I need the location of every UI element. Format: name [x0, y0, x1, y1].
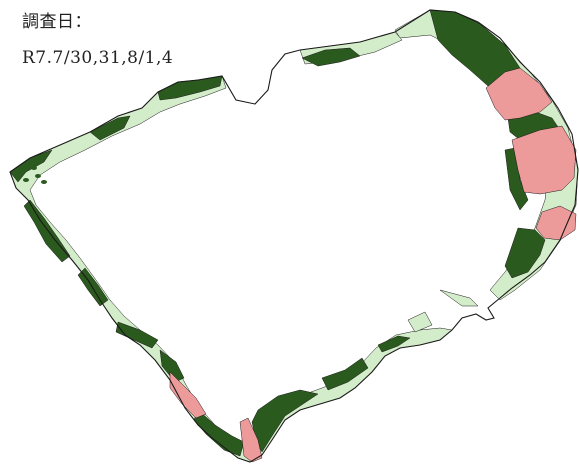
sparse-vegetation-area [407, 311, 433, 333]
survey-caption: 調査日： R7.7/30,31,8/1,4 [22, 4, 173, 76]
dense-vegetation-area [321, 357, 369, 391]
vegetation-dot [23, 178, 29, 182]
survey-date-label: 調査日： [22, 12, 92, 32]
survey-date-values: R7.7/30,31,8/1,4 [22, 48, 174, 68]
sparse-vegetation-area [439, 289, 479, 307]
dense-vegetation-layer [9, 9, 561, 457]
pink-zone-area [239, 417, 263, 463]
pink-zone-area [535, 205, 577, 241]
dense-vegetation-area [193, 409, 245, 457]
vegetation-dot [35, 174, 41, 178]
sparse-vegetation-area [9, 75, 453, 463]
dense-vegetation-area [159, 349, 185, 383]
lake-shoreline [9, 9, 579, 463]
pink-zone-area [169, 371, 207, 419]
vegetation-dot [31, 166, 37, 170]
dense-vegetation-area [377, 335, 411, 353]
dense-vegetation-area [504, 227, 546, 279]
vegetation-dot [17, 170, 23, 174]
pink-zone-area [485, 67, 553, 121]
dense-vegetation-area [301, 47, 361, 67]
pink-zone-area [511, 125, 577, 195]
dense-vegetation-area [23, 199, 71, 263]
dense-vegetation-area [115, 321, 159, 349]
dense-vegetation-area [89, 115, 131, 141]
pink-zone-layer [169, 67, 577, 463]
vegetation-dot [41, 180, 47, 184]
